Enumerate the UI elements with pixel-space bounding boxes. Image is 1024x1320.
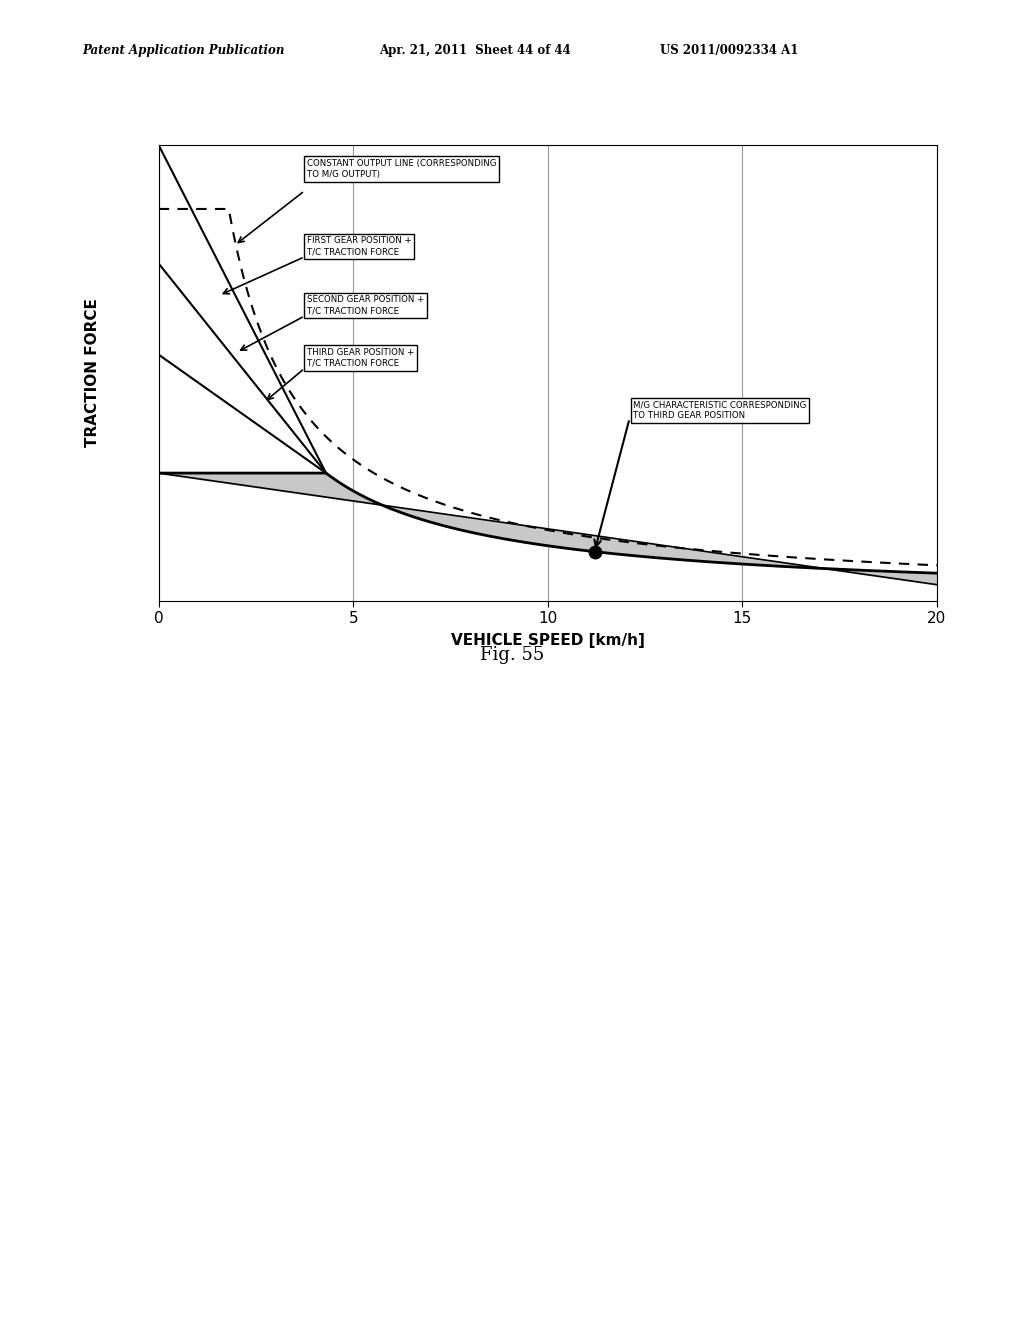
Text: SECOND GEAR POSITION +
T/C TRACTION FORCE: SECOND GEAR POSITION + T/C TRACTION FORC… [306, 296, 424, 315]
Text: Apr. 21, 2011  Sheet 44 of 44: Apr. 21, 2011 Sheet 44 of 44 [379, 44, 570, 57]
Text: Patent Application Publication: Patent Application Publication [82, 44, 285, 57]
Text: CONSTANT OUTPUT LINE (CORRESPONDING
TO M/G OUTPUT): CONSTANT OUTPUT LINE (CORRESPONDING TO M… [306, 158, 496, 180]
Text: TRACTION FORCE: TRACTION FORCE [85, 298, 100, 447]
Text: M/G CHARACTERISTIC CORRESPONDING
TO THIRD GEAR POSITION: M/G CHARACTERISTIC CORRESPONDING TO THIR… [634, 400, 807, 420]
Text: FIRST GEAR POSITION +
T/C TRACTION FORCE: FIRST GEAR POSITION + T/C TRACTION FORCE [306, 236, 412, 256]
Text: THIRD GEAR POSITION +
T/C TRACTION FORCE: THIRD GEAR POSITION + T/C TRACTION FORCE [306, 348, 414, 368]
Text: Fig. 55: Fig. 55 [480, 645, 544, 664]
Text: US 2011/0092334 A1: US 2011/0092334 A1 [660, 44, 799, 57]
X-axis label: VEHICLE SPEED [km/h]: VEHICLE SPEED [km/h] [451, 634, 645, 648]
